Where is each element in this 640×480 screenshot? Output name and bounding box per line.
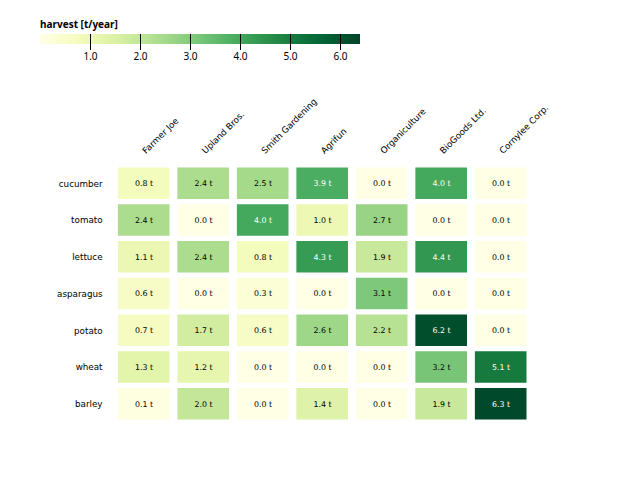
svg-text:Farmer Joe: Farmer Joe (140, 116, 180, 156)
svg-text:0.6 t: 0.6 t (254, 326, 272, 335)
svg-text:4.3 t: 4.3 t (314, 253, 332, 262)
svg-text:Smith Gardening: Smith Gardening (259, 96, 318, 155)
svg-text:1.1 t: 1.1 t (135, 253, 153, 262)
svg-text:potato: potato (74, 325, 103, 335)
svg-text:asparagus: asparagus (57, 289, 103, 299)
svg-text:3.9 t: 3.9 t (314, 179, 332, 188)
svg-text:3.0: 3.0 (183, 49, 197, 63)
svg-text:0.0 t: 0.0 t (373, 179, 391, 188)
svg-text:0.0 t: 0.0 t (433, 289, 451, 298)
svg-text:6.0: 6.0 (333, 49, 347, 63)
svg-text:2.7 t: 2.7 t (373, 216, 391, 225)
svg-text:0.0 t: 0.0 t (492, 289, 510, 298)
svg-text:0.0 t: 0.0 t (254, 400, 272, 409)
svg-text:cucumber: cucumber (59, 178, 103, 188)
svg-text:0.6 t: 0.6 t (135, 289, 153, 298)
svg-text:5.0: 5.0 (283, 49, 297, 63)
svg-text:0.8 t: 0.8 t (135, 179, 153, 188)
svg-text:3.1 t: 3.1 t (373, 289, 391, 298)
svg-text:1.9 t: 1.9 t (433, 400, 451, 409)
svg-text:2.4 t: 2.4 t (195, 179, 213, 188)
svg-text:0.0 t: 0.0 t (195, 216, 213, 225)
svg-text:1.3 t: 1.3 t (135, 363, 153, 372)
svg-text:0.0 t: 0.0 t (492, 216, 510, 225)
svg-text:1.0: 1.0 (83, 49, 97, 63)
svg-text:lettuce: lettuce (72, 252, 102, 262)
svg-text:0.0 t: 0.0 t (373, 363, 391, 372)
svg-text:2.4 t: 2.4 t (195, 253, 213, 262)
svg-text:1.9 t: 1.9 t (373, 253, 391, 262)
svg-text:Organiculture: Organiculture (378, 106, 427, 155)
svg-text:6.2 t: 6.2 t (433, 326, 451, 335)
svg-text:harvest [t/year]: harvest [t/year] (40, 17, 118, 31)
svg-text:0.0 t: 0.0 t (492, 326, 510, 335)
svg-text:0.0 t: 0.0 t (314, 363, 332, 372)
svg-text:wheat: wheat (76, 362, 103, 372)
svg-text:Cornylee Corp.: Cornylee Corp. (497, 103, 550, 156)
svg-text:Agrifun: Agrifun (319, 126, 349, 156)
svg-text:0.1 t: 0.1 t (135, 400, 153, 409)
svg-text:1.4 t: 1.4 t (314, 400, 332, 409)
svg-text:2.0 t: 2.0 t (195, 400, 213, 409)
svg-text:0.0 t: 0.0 t (433, 216, 451, 225)
svg-text:1.2 t: 1.2 t (195, 363, 213, 372)
svg-text:2.2 t: 2.2 t (373, 326, 391, 335)
svg-text:0.0 t: 0.0 t (314, 289, 332, 298)
svg-text:2.4 t: 2.4 t (135, 216, 153, 225)
svg-text:1.0 t: 1.0 t (314, 216, 332, 225)
svg-text:0.0 t: 0.0 t (254, 363, 272, 372)
svg-text:0.0 t: 0.0 t (195, 289, 213, 298)
svg-text:0.7 t: 0.7 t (135, 326, 153, 335)
svg-text:4.0 t: 4.0 t (254, 216, 272, 225)
svg-text:0.3 t: 0.3 t (254, 289, 272, 298)
svg-text:0.0 t: 0.0 t (373, 400, 391, 409)
svg-text:3.2 t: 3.2 t (433, 363, 451, 372)
svg-text:5.1 t: 5.1 t (492, 363, 510, 372)
svg-text:4.0: 4.0 (233, 49, 247, 63)
svg-text:4.4 t: 4.4 t (433, 253, 451, 262)
svg-text:tomato: tomato (71, 215, 102, 225)
svg-text:0.0 t: 0.0 t (492, 253, 510, 262)
svg-text:2.0: 2.0 (133, 49, 147, 63)
svg-text:Upland Bros.: Upland Bros. (200, 109, 246, 155)
svg-text:4.0 t: 4.0 t (433, 179, 451, 188)
svg-text:BioGoods Ltd.: BioGoods Ltd. (438, 106, 488, 156)
svg-text:0.8 t: 0.8 t (254, 253, 272, 262)
svg-text:2.6 t: 2.6 t (314, 326, 332, 335)
svg-text:barley: barley (75, 399, 103, 409)
svg-text:6.3 t: 6.3 t (492, 400, 510, 409)
svg-text:1.7 t: 1.7 t (195, 326, 213, 335)
svg-text:2.5 t: 2.5 t (254, 179, 272, 188)
svg-text:0.0 t: 0.0 t (492, 179, 510, 188)
